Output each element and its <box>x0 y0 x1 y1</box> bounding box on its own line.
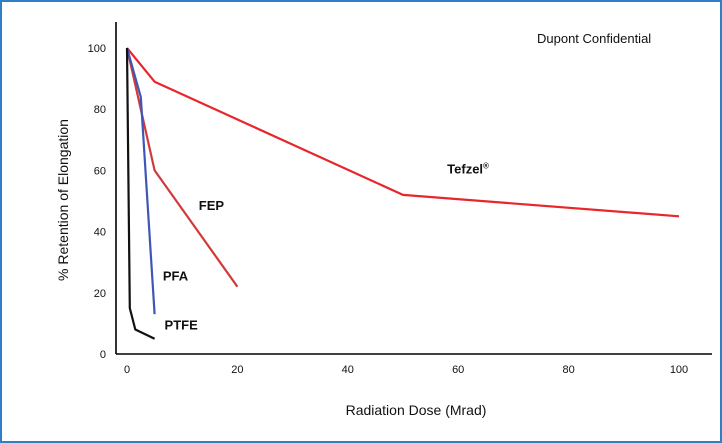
series-line-tefzel <box>126 47 680 218</box>
series-line-fep <box>125 47 239 288</box>
x-axis-title: Radiation Dose (Mrad) <box>346 402 487 418</box>
y-tick-label: 60 <box>94 165 106 177</box>
y-tick-label: 80 <box>94 104 106 116</box>
series-label-tefzel: Tefzel® <box>447 161 489 176</box>
y-tick-label: 100 <box>88 43 106 55</box>
series-lines <box>125 47 680 340</box>
x-tick-label: 0 <box>124 364 130 376</box>
ticks: 0 20 40 60 80 100 0 20 40 60 80 100 <box>88 43 689 376</box>
x-tick-label: 40 <box>342 364 354 376</box>
series-labels: Tefzel® FEP PFA PTFE <box>163 161 489 332</box>
series-line-pfa <box>125 47 156 315</box>
series-line-ptfe <box>125 47 156 340</box>
axes <box>115 22 712 355</box>
series-label-fep: FEP <box>199 198 225 213</box>
series-label-pfa: PFA <box>163 269 189 284</box>
x-tick-label: 60 <box>452 364 464 376</box>
series-label-ptfe: PTFE <box>165 318 199 333</box>
x-tick-label: 20 <box>231 364 243 376</box>
y-tick-label: 40 <box>94 227 106 239</box>
x-tick-label: 100 <box>670 364 688 376</box>
y-axis-title: % Retention of Elongation <box>55 119 71 281</box>
x-tick-label: 80 <box>562 364 574 376</box>
confidential-annotation: Dupont Confidential <box>537 31 651 46</box>
y-tick-label: 0 <box>100 349 106 361</box>
y-tick-label: 20 <box>94 288 106 300</box>
